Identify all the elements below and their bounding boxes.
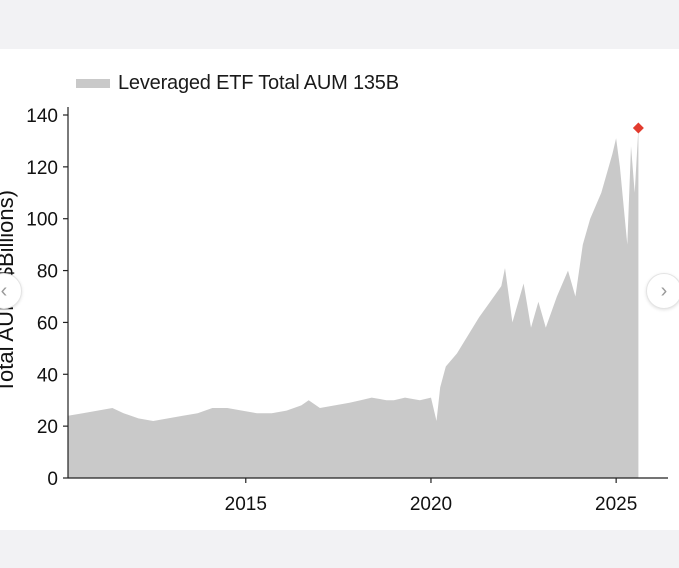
series-area-0 — [68, 128, 639, 478]
chart-card: 020406080100120140201520202025Total AUM … — [0, 49, 679, 530]
legend-swatch — [76, 78, 110, 88]
legend: Leveraged ETF Total AUM 135B — [76, 71, 399, 95]
y-tick-label: 20 — [37, 417, 58, 438]
y-tick-label: 80 — [37, 262, 58, 283]
x-tick-label: 2015 — [225, 494, 267, 515]
y-tick-label: 0 — [47, 469, 58, 490]
x-tick-label: 2025 — [595, 494, 637, 515]
legend-label: Leveraged ETF Total AUM 135B — [118, 71, 399, 94]
y-tick-label: 60 — [37, 313, 58, 334]
x-tick-label: 2020 — [410, 494, 452, 515]
carousel-next-button[interactable]: › — [646, 273, 679, 309]
latest-value-marker — [632, 122, 644, 134]
chevron-left-icon: ‹ — [0, 279, 8, 302]
y-tick-label: 100 — [26, 210, 58, 231]
chevron-right-icon: › — [660, 279, 668, 302]
y-tick-label: 120 — [26, 158, 58, 179]
y-tick-label: 40 — [37, 365, 58, 386]
y-tick-label: 140 — [26, 106, 58, 127]
chart-area: 020406080100120140201520202025Total AUM … — [0, 106, 668, 515]
